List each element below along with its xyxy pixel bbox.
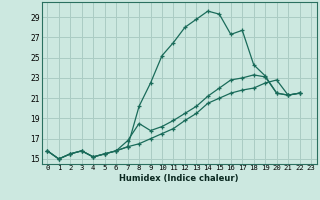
X-axis label: Humidex (Indice chaleur): Humidex (Indice chaleur): [119, 174, 239, 183]
